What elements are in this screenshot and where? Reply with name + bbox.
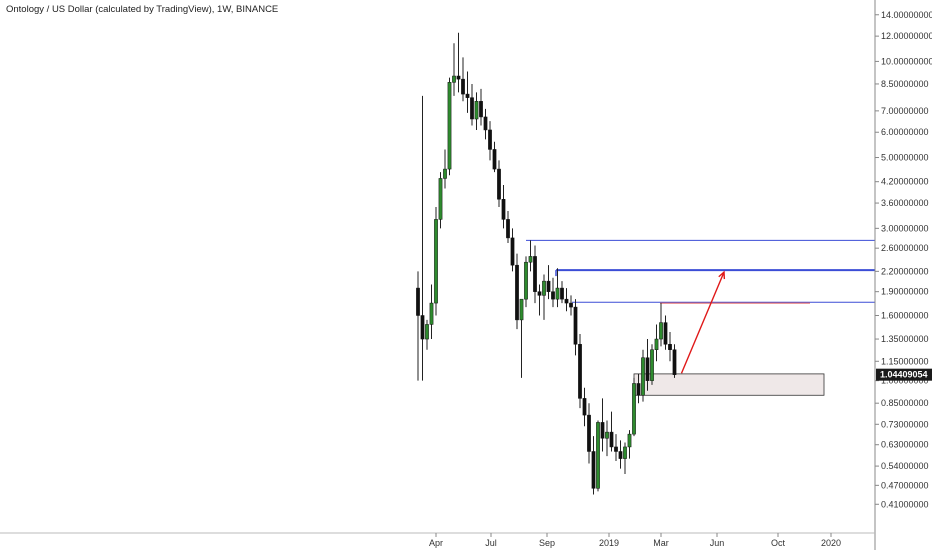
time-tick-label: 2020: [821, 538, 841, 548]
candle-body[interactable]: [645, 357, 650, 381]
candle-body[interactable]: [560, 287, 564, 300]
price-tick-label: 3.60000000: [881, 198, 929, 208]
time-tick-label: Jul: [485, 538, 497, 548]
price-tick-label: 12.00000000: [881, 31, 932, 41]
price-axis[interactable]: 14.00000000 12.00000000 10.00000000 8.50000…: [874, 0, 932, 550]
candle-body[interactable]: [438, 178, 443, 220]
candle-body[interactable]: [591, 451, 596, 489]
candle-body[interactable]: [470, 97, 474, 120]
candle-body[interactable]: [434, 219, 438, 304]
candle-body[interactable]: [510, 237, 515, 266]
candle-body[interactable]: [479, 101, 483, 118]
candle-body[interactable]: [650, 349, 654, 381]
candle-body[interactable]: [623, 446, 627, 459]
candle-body[interactable]: [488, 129, 492, 150]
price-tick-label: 1.35000000: [881, 334, 929, 344]
price-tick-label: 10.00000000: [881, 56, 932, 66]
candle-body[interactable]: [456, 75, 461, 80]
price-tick-label: 3.00000000: [881, 223, 929, 233]
price-tick-label: 0.73000000: [881, 419, 929, 429]
candle-body[interactable]: [429, 302, 434, 325]
last-price-label: 1.04409054: [880, 370, 928, 380]
time-axis[interactable]: Apr Jul Sep 2019 Mar Jun Oct 2020: [0, 532, 875, 548]
price-tick-label: 2.60000000: [881, 243, 929, 253]
price-tick-label: 0.85000000: [881, 398, 929, 408]
candle-body[interactable]: [672, 349, 677, 375]
price-tick-label: 1.15000000: [881, 356, 929, 366]
candle-body[interactable]: [582, 398, 587, 416]
price-tick-label: 7.00000000: [881, 106, 929, 116]
candle-body[interactable]: [668, 344, 672, 350]
candle-body[interactable]: [609, 431, 614, 448]
candle-body[interactable]: [542, 280, 546, 296]
candle-body[interactable]: [618, 451, 623, 459]
price-tick-label: 0.41000000: [881, 499, 929, 509]
candle-body[interactable]: [600, 422, 605, 439]
candle-body[interactable]: [443, 168, 447, 179]
candle-body[interactable]: [587, 414, 591, 452]
candle-body[interactable]: [474, 101, 479, 120]
candle-body[interactable]: [528, 256, 533, 263]
time-tick-label: Apr: [429, 538, 443, 548]
candle-body[interactable]: [465, 93, 470, 98]
candle-body[interactable]: [461, 78, 465, 95]
candle-body[interactable]: [564, 298, 569, 304]
candle-body[interactable]: [663, 322, 668, 345]
candle-body[interactable]: [632, 383, 636, 435]
candle-body[interactable]: [452, 75, 456, 83]
time-tick-label: 2019: [599, 538, 619, 548]
price-tick-label: 8.50000000: [881, 79, 929, 89]
candle-body[interactable]: [492, 149, 497, 170]
candle-body[interactable]: [537, 291, 542, 296]
price-tick-label: 6.00000000: [881, 127, 929, 137]
price-tick-label: 14.00000000: [881, 10, 932, 20]
demand-zone-box[interactable]: [633, 373, 825, 396]
time-tick-label: Oct: [771, 538, 786, 548]
candle-body[interactable]: [519, 298, 524, 321]
candle-body[interactable]: [420, 315, 425, 340]
price-tick-label: 2.20000000: [881, 266, 929, 276]
arrow-head: [718, 270, 726, 280]
candle-body[interactable]: [636, 383, 641, 396]
candle-body[interactable]: [605, 431, 609, 439]
price-tick-label: 0.63000000: [881, 440, 929, 450]
candle-body[interactable]: [416, 287, 420, 316]
projection-arrow[interactable]: [680, 271, 725, 374]
candle-body[interactable]: [483, 116, 488, 131]
price-tick-label: 1.90000000: [881, 287, 929, 297]
candle-body[interactable]: [596, 422, 600, 489]
time-tick-label: Jun: [710, 538, 725, 548]
time-tick-label: Sep: [539, 538, 555, 548]
plot-area[interactable]: [416, 32, 875, 495]
candle-body[interactable]: [506, 219, 510, 239]
candle-body[interactable]: [614, 446, 618, 452]
candle-body[interactable]: [641, 357, 645, 396]
last-price-badge[interactable]: [876, 368, 932, 381]
candle-body[interactable]: [515, 264, 519, 321]
candle-body[interactable]: [573, 306, 578, 345]
price-tick-label: 4.20000000: [881, 177, 929, 187]
candle-body[interactable]: [659, 322, 663, 340]
chart-title: Ontology / US Dollar (calculated by Trad…: [6, 4, 279, 15]
candle-body[interactable]: [497, 168, 501, 200]
candle-body[interactable]: [578, 344, 582, 399]
candle-body[interactable]: [546, 280, 551, 292]
candle-body[interactable]: [447, 82, 452, 170]
candle-body[interactable]: [627, 433, 632, 448]
candle-body[interactable]: [551, 291, 555, 300]
candle-body[interactable]: [501, 199, 506, 220]
candle-body[interactable]: [569, 302, 573, 308]
price-tick-label: 1.60000000: [881, 310, 929, 320]
time-tick-label: Mar: [653, 538, 669, 548]
candle-body[interactable]: [425, 324, 429, 340]
price-tick-label: 0.54000000: [881, 461, 929, 471]
candle-body[interactable]: [654, 338, 659, 350]
candle-body[interactable]: [524, 261, 528, 300]
price-tick-label: 5.00000000: [881, 153, 929, 163]
candle-body[interactable]: [533, 256, 537, 292]
price-tick-label: 0.47000000: [881, 480, 929, 490]
candle-body[interactable]: [555, 287, 560, 300]
